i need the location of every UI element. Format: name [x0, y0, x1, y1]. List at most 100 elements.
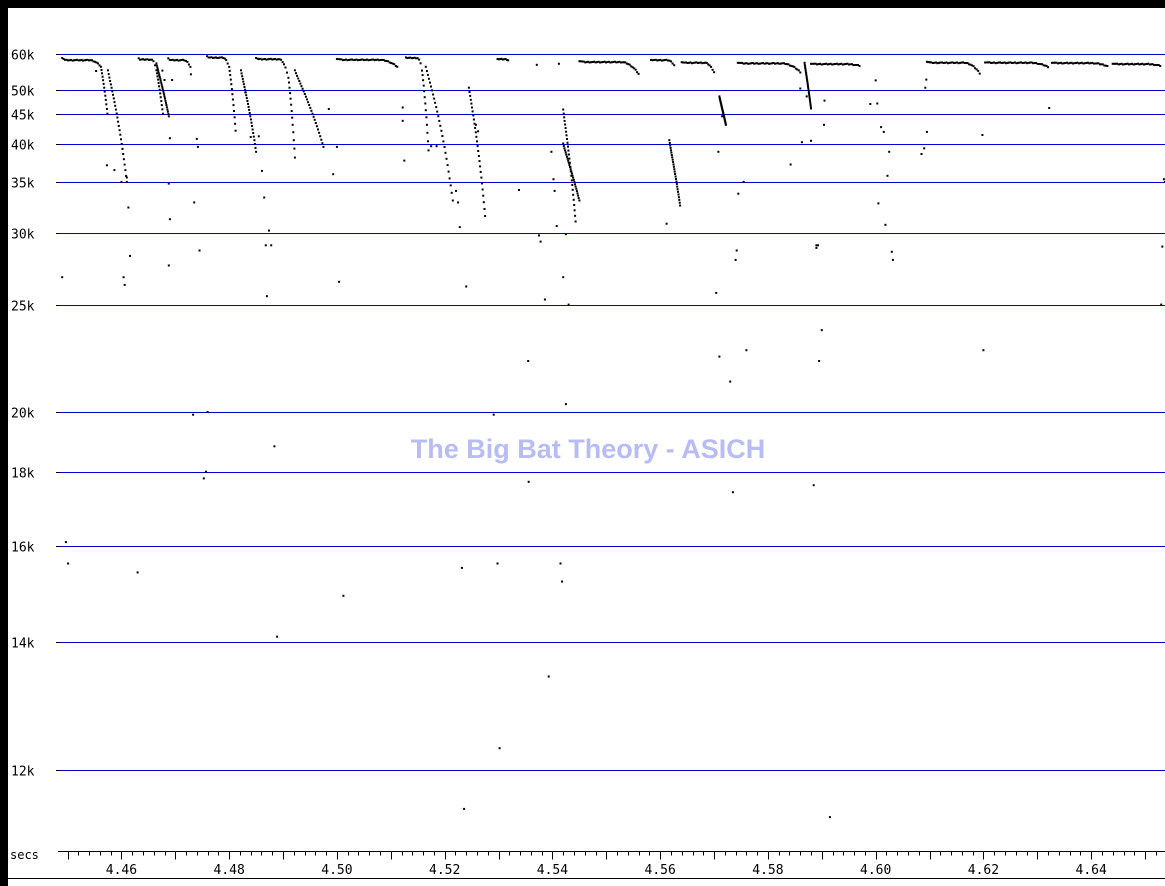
- sweep-point: [448, 177, 451, 180]
- sweep-point: [574, 185, 577, 188]
- y-tick-label: 16k: [11, 541, 35, 556]
- call-trace-point: [1020, 61, 1023, 64]
- sweep-point: [312, 115, 315, 118]
- call-trace-point: [960, 61, 963, 64]
- sweep-point: [165, 101, 167, 104]
- call-trace-point: [287, 76, 290, 79]
- call-trace-point: [784, 63, 787, 65]
- call-trace-point: [419, 62, 422, 65]
- sweep-point: [478, 160, 481, 163]
- call-trace-point: [618, 60, 621, 63]
- scatter-point: [257, 135, 260, 138]
- sweep-point: [808, 96, 811, 99]
- call-trace-point: [269, 57, 272, 60]
- call-tail-point: [290, 110, 293, 112]
- call-trace-point: [966, 62, 969, 65]
- scatter-point: [264, 244, 267, 247]
- sweep-point: [158, 74, 161, 77]
- sweep-point: [807, 89, 810, 91]
- sweep-point: [296, 74, 299, 77]
- sweep-point: [255, 150, 258, 153]
- sweep-point: [806, 82, 809, 85]
- call-trace-point: [146, 58, 149, 61]
- scatter-point: [168, 137, 171, 140]
- call-trace-point: [987, 61, 990, 64]
- call-trace-point: [985, 61, 988, 64]
- call-points: [61, 55, 1165, 819]
- call-trace-point: [340, 58, 343, 61]
- call-trace-point: [167, 57, 170, 60]
- scatter-point: [925, 130, 928, 133]
- call-trace-point: [1074, 62, 1077, 64]
- sweep-point: [481, 188, 484, 191]
- call-trace-point: [834, 63, 837, 65]
- sweep-point: [438, 119, 441, 122]
- scatter-point: [403, 159, 406, 162]
- sweep-point: [155, 62, 158, 65]
- call-trace-point: [180, 59, 183, 61]
- call-trace-point: [1117, 63, 1120, 66]
- call-tail-point: [157, 81, 160, 84]
- call-tail-point: [289, 97, 292, 100]
- call-trace-point: [1103, 64, 1106, 67]
- call-trace-point: [168, 58, 171, 61]
- call-trace-point: [142, 58, 145, 61]
- call-trace-point: [1135, 63, 1138, 65]
- sweep-point: [724, 123, 727, 126]
- sweep-point: [571, 188, 574, 191]
- scatter-point: [735, 249, 738, 252]
- sweep-point: [675, 178, 677, 180]
- call-trace-point: [1113, 62, 1116, 65]
- call-trace-point: [667, 59, 669, 62]
- call-trace-point: [759, 62, 762, 65]
- sweep-point: [248, 112, 251, 114]
- scatter-point: [925, 78, 928, 81]
- scatter-point: [122, 276, 125, 279]
- call-tail-point: [229, 78, 232, 81]
- call-trace-point: [855, 64, 858, 66]
- call-trace-point: [608, 60, 610, 63]
- call-trace-point: [222, 57, 225, 59]
- sweep-point: [809, 101, 812, 104]
- call-trace-point: [1076, 61, 1079, 64]
- sweep-point: [803, 61, 806, 64]
- scatter-point: [742, 180, 745, 183]
- scatter-point: [167, 182, 170, 185]
- scatter-point: [465, 285, 468, 288]
- call-trace-point: [600, 61, 603, 64]
- call-trace-point: [843, 63, 846, 66]
- sweep-point: [156, 66, 159, 69]
- call-trace-point: [373, 59, 376, 62]
- call-trace-point: [1008, 61, 1011, 64]
- call-trace-point: [957, 62, 960, 65]
- call-trace-point: [261, 58, 263, 61]
- sweep-point: [483, 208, 486, 210]
- call-trace-point: [77, 59, 80, 62]
- sweep-point: [430, 85, 432, 88]
- call-trace-point: [1050, 61, 1053, 64]
- call-trace-point: [616, 61, 619, 64]
- sweep-point: [565, 130, 568, 133]
- call-trace-point: [624, 61, 627, 64]
- call-trace-point: [849, 63, 852, 66]
- call-trace-point: [1059, 61, 1062, 64]
- scatter-point: [981, 134, 984, 136]
- sweep-point: [568, 161, 571, 164]
- call-trace-point: [994, 62, 997, 65]
- sweep-point: [578, 199, 581, 202]
- call-trace-point: [931, 62, 934, 64]
- call-trace-point: [1131, 62, 1133, 65]
- scatter-point: [882, 130, 885, 133]
- call-trace-point: [858, 65, 861, 67]
- scatter-point: [880, 126, 883, 129]
- scatter-point: [123, 283, 126, 286]
- scatter-point: [518, 189, 520, 191]
- sweep-point: [562, 112, 565, 115]
- call-trace-point: [596, 61, 599, 64]
- sweep-point: [469, 98, 472, 101]
- sweep-point: [450, 191, 453, 194]
- sweep-point: [809, 105, 812, 108]
- call-trace-point: [503, 58, 506, 61]
- call-trace-point: [358, 59, 361, 61]
- sweep-point: [429, 81, 431, 84]
